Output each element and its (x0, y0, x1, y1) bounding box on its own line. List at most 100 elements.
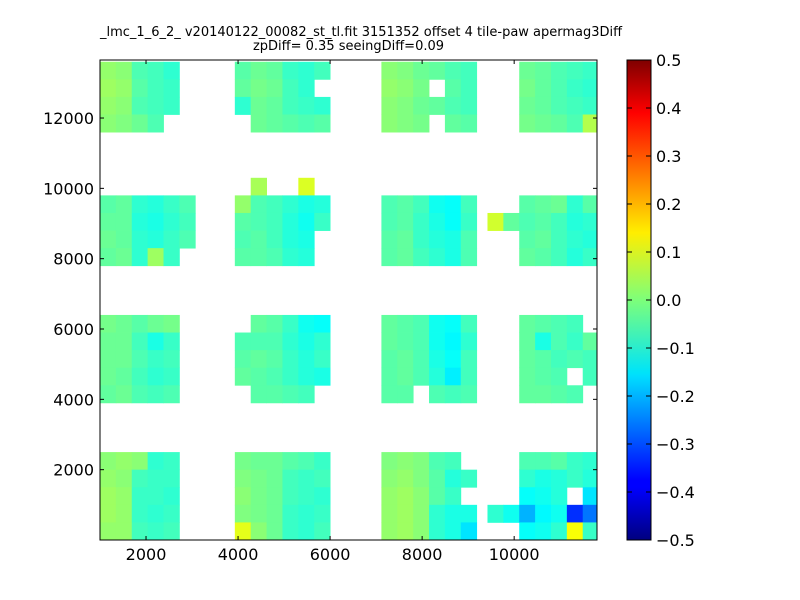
heatmap-cell (314, 61, 331, 80)
heatmap-cell (298, 61, 315, 80)
heatmap-cell (147, 487, 164, 506)
heatmap-cell (397, 96, 414, 115)
heatmap-cell (298, 452, 315, 471)
heatmap-cell (460, 314, 478, 333)
heatmap-cell (460, 96, 478, 115)
heatmap-cells (100, 61, 598, 541)
heatmap-cell (519, 79, 536, 98)
heatmap-cell (381, 114, 398, 133)
heatmap-cell (147, 385, 164, 404)
heatmap-cell (282, 314, 299, 333)
heatmap-cell (282, 452, 299, 471)
heatmap-cell (147, 248, 164, 267)
heatmap-cell (444, 350, 462, 369)
heatmap-cell (519, 61, 536, 80)
heatmap-cell (550, 212, 568, 231)
heatmap-cell (250, 61, 267, 80)
heatmap-cell (266, 332, 283, 351)
heatmap-cell (163, 79, 180, 98)
heatmap-cell (131, 248, 149, 267)
heatmap-cell (535, 79, 552, 98)
heatmap-cell (519, 230, 536, 249)
heatmap-cell (444, 114, 462, 133)
heatmap-cell (163, 469, 180, 488)
heatmap-cell (381, 248, 398, 267)
heatmap-cell (519, 248, 536, 267)
heatmap-cell (519, 314, 536, 333)
heatmap-cell (550, 332, 568, 351)
heatmap-cell (282, 504, 299, 523)
heatmap-cell (266, 504, 283, 523)
heatmap-cell (115, 96, 133, 115)
heatmap-cell (282, 469, 299, 488)
colorbar-tick-label: 0.3 (656, 147, 681, 166)
heatmap-cell (397, 504, 414, 523)
heatmap-cell (115, 487, 133, 506)
heatmap-cell (566, 96, 584, 115)
heatmap-cell (460, 195, 478, 214)
heatmap-cell (314, 350, 331, 369)
heatmap-cell (429, 332, 446, 351)
heatmap-cell (519, 452, 536, 471)
heatmap-cell (234, 96, 252, 115)
colorbar-tick-label: 0.1 (656, 243, 681, 262)
heatmap-cell (314, 332, 331, 351)
heatmap-cell (314, 522, 331, 541)
heatmap-cell (519, 469, 536, 488)
heatmap-cell (519, 367, 536, 386)
colorbar-tick-label: −0.4 (656, 483, 695, 502)
heatmap-cell (582, 230, 598, 249)
heatmap-cell (460, 114, 478, 133)
heatmap-cell (519, 385, 536, 404)
heatmap-cell (444, 452, 462, 471)
heatmap-cell (550, 314, 568, 333)
heatmap-cell (250, 177, 267, 196)
heatmap-cell (147, 350, 164, 369)
heatmap-cell (381, 367, 398, 386)
heatmap-cell (314, 314, 331, 333)
heatmap-cell (163, 487, 180, 506)
heatmap-cell (487, 504, 504, 523)
heatmap-cell (381, 385, 398, 404)
heatmap-cell (298, 522, 315, 541)
heatmap-cell (266, 79, 283, 98)
heatmap-cell (519, 522, 536, 541)
heatmap-cell (550, 469, 568, 488)
heatmap-cell (381, 522, 398, 541)
heatmap-cell (250, 96, 267, 115)
heatmap-cell (266, 385, 283, 404)
heatmap-cell (266, 195, 283, 214)
heatmap-cell (298, 367, 315, 386)
heatmap-cell (298, 96, 315, 115)
heatmap-cell (550, 61, 568, 80)
heatmap-cell (582, 114, 598, 133)
heatmap-cell (413, 332, 430, 351)
heatmap-cell (250, 248, 267, 267)
heatmap-cell (131, 452, 149, 471)
heatmap-cell (100, 79, 117, 98)
heatmap-cell (131, 332, 149, 351)
heatmap-cell (147, 469, 164, 488)
heatmap-cell (535, 314, 552, 333)
heatmap-cell (100, 230, 117, 249)
heatmap-cell (519, 487, 536, 506)
heatmap-cell (115, 61, 133, 80)
heatmap-cell (147, 504, 164, 523)
heatmap-cell (266, 487, 283, 506)
heatmap-cell (460, 385, 478, 404)
heatmap-cell (282, 230, 299, 249)
heatmap-cell (250, 332, 267, 351)
heatmap-cell (266, 61, 283, 80)
x-tick-label: 4000 (218, 545, 259, 564)
heatmap-cell (381, 79, 398, 98)
heatmap-cell (413, 367, 430, 386)
heatmap-cell (100, 504, 117, 523)
heatmap-cell (147, 61, 164, 80)
heatmap-cell (250, 367, 267, 386)
heatmap-cell (381, 469, 398, 488)
heatmap-cell (582, 96, 598, 115)
heatmap-cell (100, 114, 117, 133)
chart-title-block: _lmc_1_6_2_ v20140122_00082_st_tl.fit 31… (100, 26, 622, 54)
y-axis: 2000 4000 6000 8000 10000 12000 (43, 109, 597, 480)
heatmap-cell (413, 314, 430, 333)
